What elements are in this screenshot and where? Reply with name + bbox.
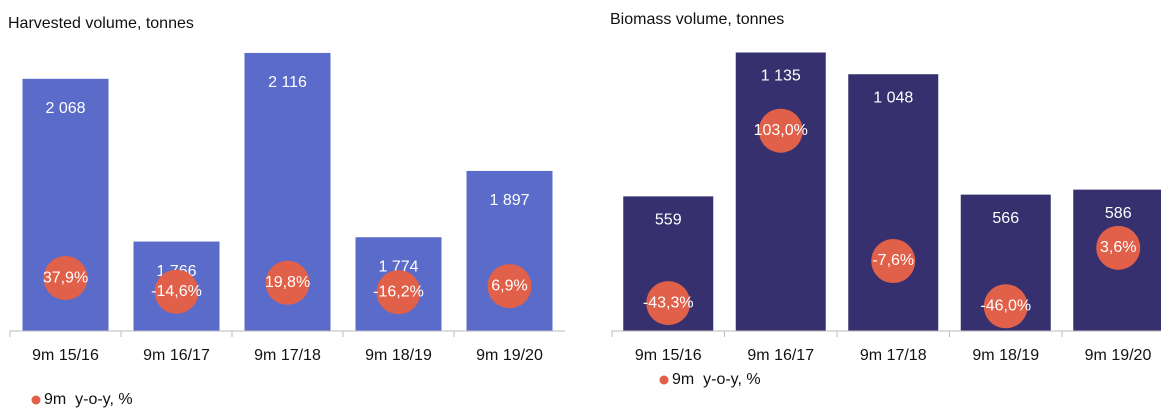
bar-label: 1 774 xyxy=(378,258,418,275)
bar-label: 566 xyxy=(992,210,1019,227)
bar-label: 586 xyxy=(1105,205,1132,222)
bar-label: 2 068 xyxy=(45,100,85,117)
yoy-label: 103,0% xyxy=(754,122,808,139)
bar-label: 1 135 xyxy=(761,68,801,85)
x-tick-label: 9m 15/16 xyxy=(32,347,99,364)
legend-label: 9m y-o-y, % xyxy=(672,371,761,388)
legend-dot xyxy=(659,375,669,385)
x-tick-label: 9m 17/18 xyxy=(254,347,321,364)
x-tick-label: 9m 19/20 xyxy=(476,347,543,364)
legend-dot xyxy=(31,395,41,405)
bar-label: 559 xyxy=(655,212,682,229)
yoy-label: 6,9% xyxy=(491,277,527,294)
x-tick-label: 9m 18/19 xyxy=(972,347,1039,364)
yoy-label: -14,6% xyxy=(151,283,202,300)
yoy-label: -46,0% xyxy=(980,297,1031,314)
yoy-dot xyxy=(154,269,199,314)
yoy-dot xyxy=(487,264,532,309)
x-tick-label: 9m 16/17 xyxy=(143,347,210,364)
yoy-dot xyxy=(1096,225,1141,270)
yoy-dot xyxy=(871,239,916,284)
yoy-dot xyxy=(646,281,691,326)
x-tick-label: 9m 17/18 xyxy=(860,347,927,364)
yoy-dot xyxy=(265,260,310,305)
chart-title: Harvested volume, tonnes xyxy=(8,15,194,32)
x-tick-label: 9m 15/16 xyxy=(635,347,702,364)
yoy-label: 37,9% xyxy=(43,269,88,286)
x-tick-label: 9m 18/19 xyxy=(365,347,432,364)
legend-label: 9m y-o-y, % xyxy=(44,391,133,408)
yoy-label: 3,6% xyxy=(1100,239,1136,256)
yoy-dot xyxy=(43,256,88,301)
bar xyxy=(848,74,939,331)
yoy-label: -43,3% xyxy=(643,294,694,311)
bar-label: 1 897 xyxy=(489,192,529,209)
bar-label: 2 116 xyxy=(268,74,307,91)
yoy-label: -7,6% xyxy=(872,252,914,269)
yoy-dot xyxy=(376,270,421,315)
yoy-dot xyxy=(758,108,803,153)
bar-label: 1 048 xyxy=(873,89,913,106)
bar xyxy=(735,52,826,332)
x-tick-label: 9m 16/17 xyxy=(747,347,814,364)
x-tick-label: 9m 19/20 xyxy=(1085,347,1152,364)
chart-title: Biomass volume, tonnes xyxy=(610,11,784,28)
yoy-label: 19,8% xyxy=(265,274,310,291)
yoy-label: -16,2% xyxy=(373,283,424,300)
yoy-dot xyxy=(983,284,1028,329)
